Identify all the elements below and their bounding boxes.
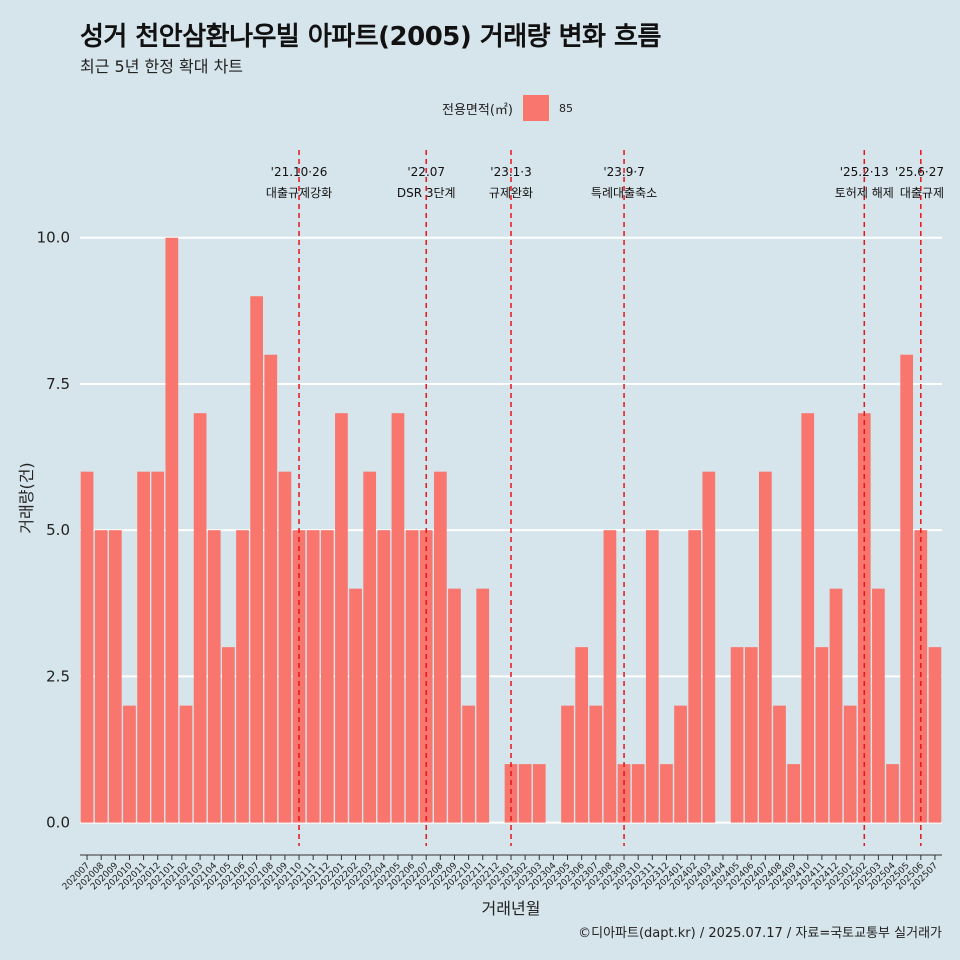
bar — [377, 530, 391, 823]
bar — [349, 588, 362, 823]
bar — [264, 354, 278, 823]
bar — [674, 705, 687, 823]
bar — [278, 471, 292, 823]
bar — [688, 530, 702, 823]
bar — [872, 588, 885, 823]
bar — [207, 530, 221, 823]
bar — [306, 530, 320, 823]
bar — [829, 588, 843, 823]
legend-label: 85 — [558, 101, 573, 115]
bar — [631, 764, 645, 823]
bar — [108, 530, 122, 823]
bar — [476, 588, 490, 823]
bar — [857, 413, 871, 823]
bar — [236, 530, 249, 823]
bar — [448, 588, 461, 823]
bar — [603, 530, 617, 823]
bar — [123, 705, 136, 823]
y-tick-label: 2.5 — [46, 667, 70, 685]
bar — [335, 413, 348, 823]
bar — [532, 764, 546, 823]
annotation-label: 특례대출축소 — [591, 186, 657, 200]
bar — [759, 471, 772, 823]
bar — [250, 296, 263, 823]
y-axis-title: 거래량(건) — [17, 462, 36, 533]
bar — [730, 647, 744, 823]
bar — [787, 764, 800, 823]
bar — [151, 471, 165, 823]
legend-title: 전용면적(㎡) — [442, 102, 513, 118]
bar — [518, 764, 532, 823]
annotation-label: 대출규제강화 — [266, 186, 332, 200]
y-tick-label: 10.0 — [37, 229, 70, 247]
bar — [773, 705, 786, 823]
bar — [165, 237, 179, 823]
bar — [94, 530, 108, 823]
annotation-date: '23.9·7 — [603, 165, 644, 179]
chart-title: 성거 천안삼환나우빌 아파트(2005) 거래량 변화 흐름 — [80, 22, 661, 52]
bar — [589, 705, 603, 823]
bar — [744, 647, 758, 823]
bar — [80, 471, 94, 823]
bar — [702, 471, 716, 823]
annotation-date: '23.1·3 — [490, 165, 531, 179]
bar — [433, 471, 447, 823]
bar — [886, 764, 899, 823]
annotation-label: DSR 3단계 — [397, 186, 456, 200]
legend-key — [522, 95, 549, 121]
bar — [843, 705, 857, 823]
bar — [193, 413, 207, 823]
y-tick-label: 0.0 — [46, 814, 70, 832]
bar — [462, 705, 475, 823]
bar — [363, 471, 377, 823]
annotation-date: '22.07 — [407, 165, 445, 179]
bar — [900, 354, 914, 823]
annotation-label: 규제완화 — [489, 186, 533, 200]
annotation-date: '21.10·26 — [271, 165, 328, 179]
caption: ©디아파트(dapt.kr) / 2025.07.17 / 자료=국토교통부 실… — [578, 926, 942, 941]
bar — [561, 705, 574, 823]
y-tick-label: 5.0 — [46, 521, 70, 539]
bar — [801, 413, 815, 823]
bar — [575, 647, 589, 823]
bar — [222, 647, 235, 823]
bar — [137, 471, 150, 823]
annotation-label: 토허제 해제 — [835, 186, 894, 200]
bar — [660, 764, 673, 823]
bar — [320, 530, 334, 823]
annotation-label: 대출규제 — [900, 186, 944, 200]
legend: 전용면적(㎡) 85 — [442, 94, 573, 122]
bar — [815, 647, 829, 823]
y-tick-label: 7.5 — [46, 375, 70, 393]
bar — [391, 413, 405, 823]
bar — [405, 530, 419, 823]
x-axis-title: 거래년월 — [482, 899, 541, 918]
annotation-date: '25.6·27 — [895, 165, 944, 179]
bar — [928, 647, 942, 823]
bar — [645, 530, 659, 823]
chart-subtitle: 최근 5년 한정 확대 차트 — [80, 57, 244, 76]
bar — [179, 705, 193, 823]
annotation-date: '25.2·13 — [840, 165, 889, 179]
